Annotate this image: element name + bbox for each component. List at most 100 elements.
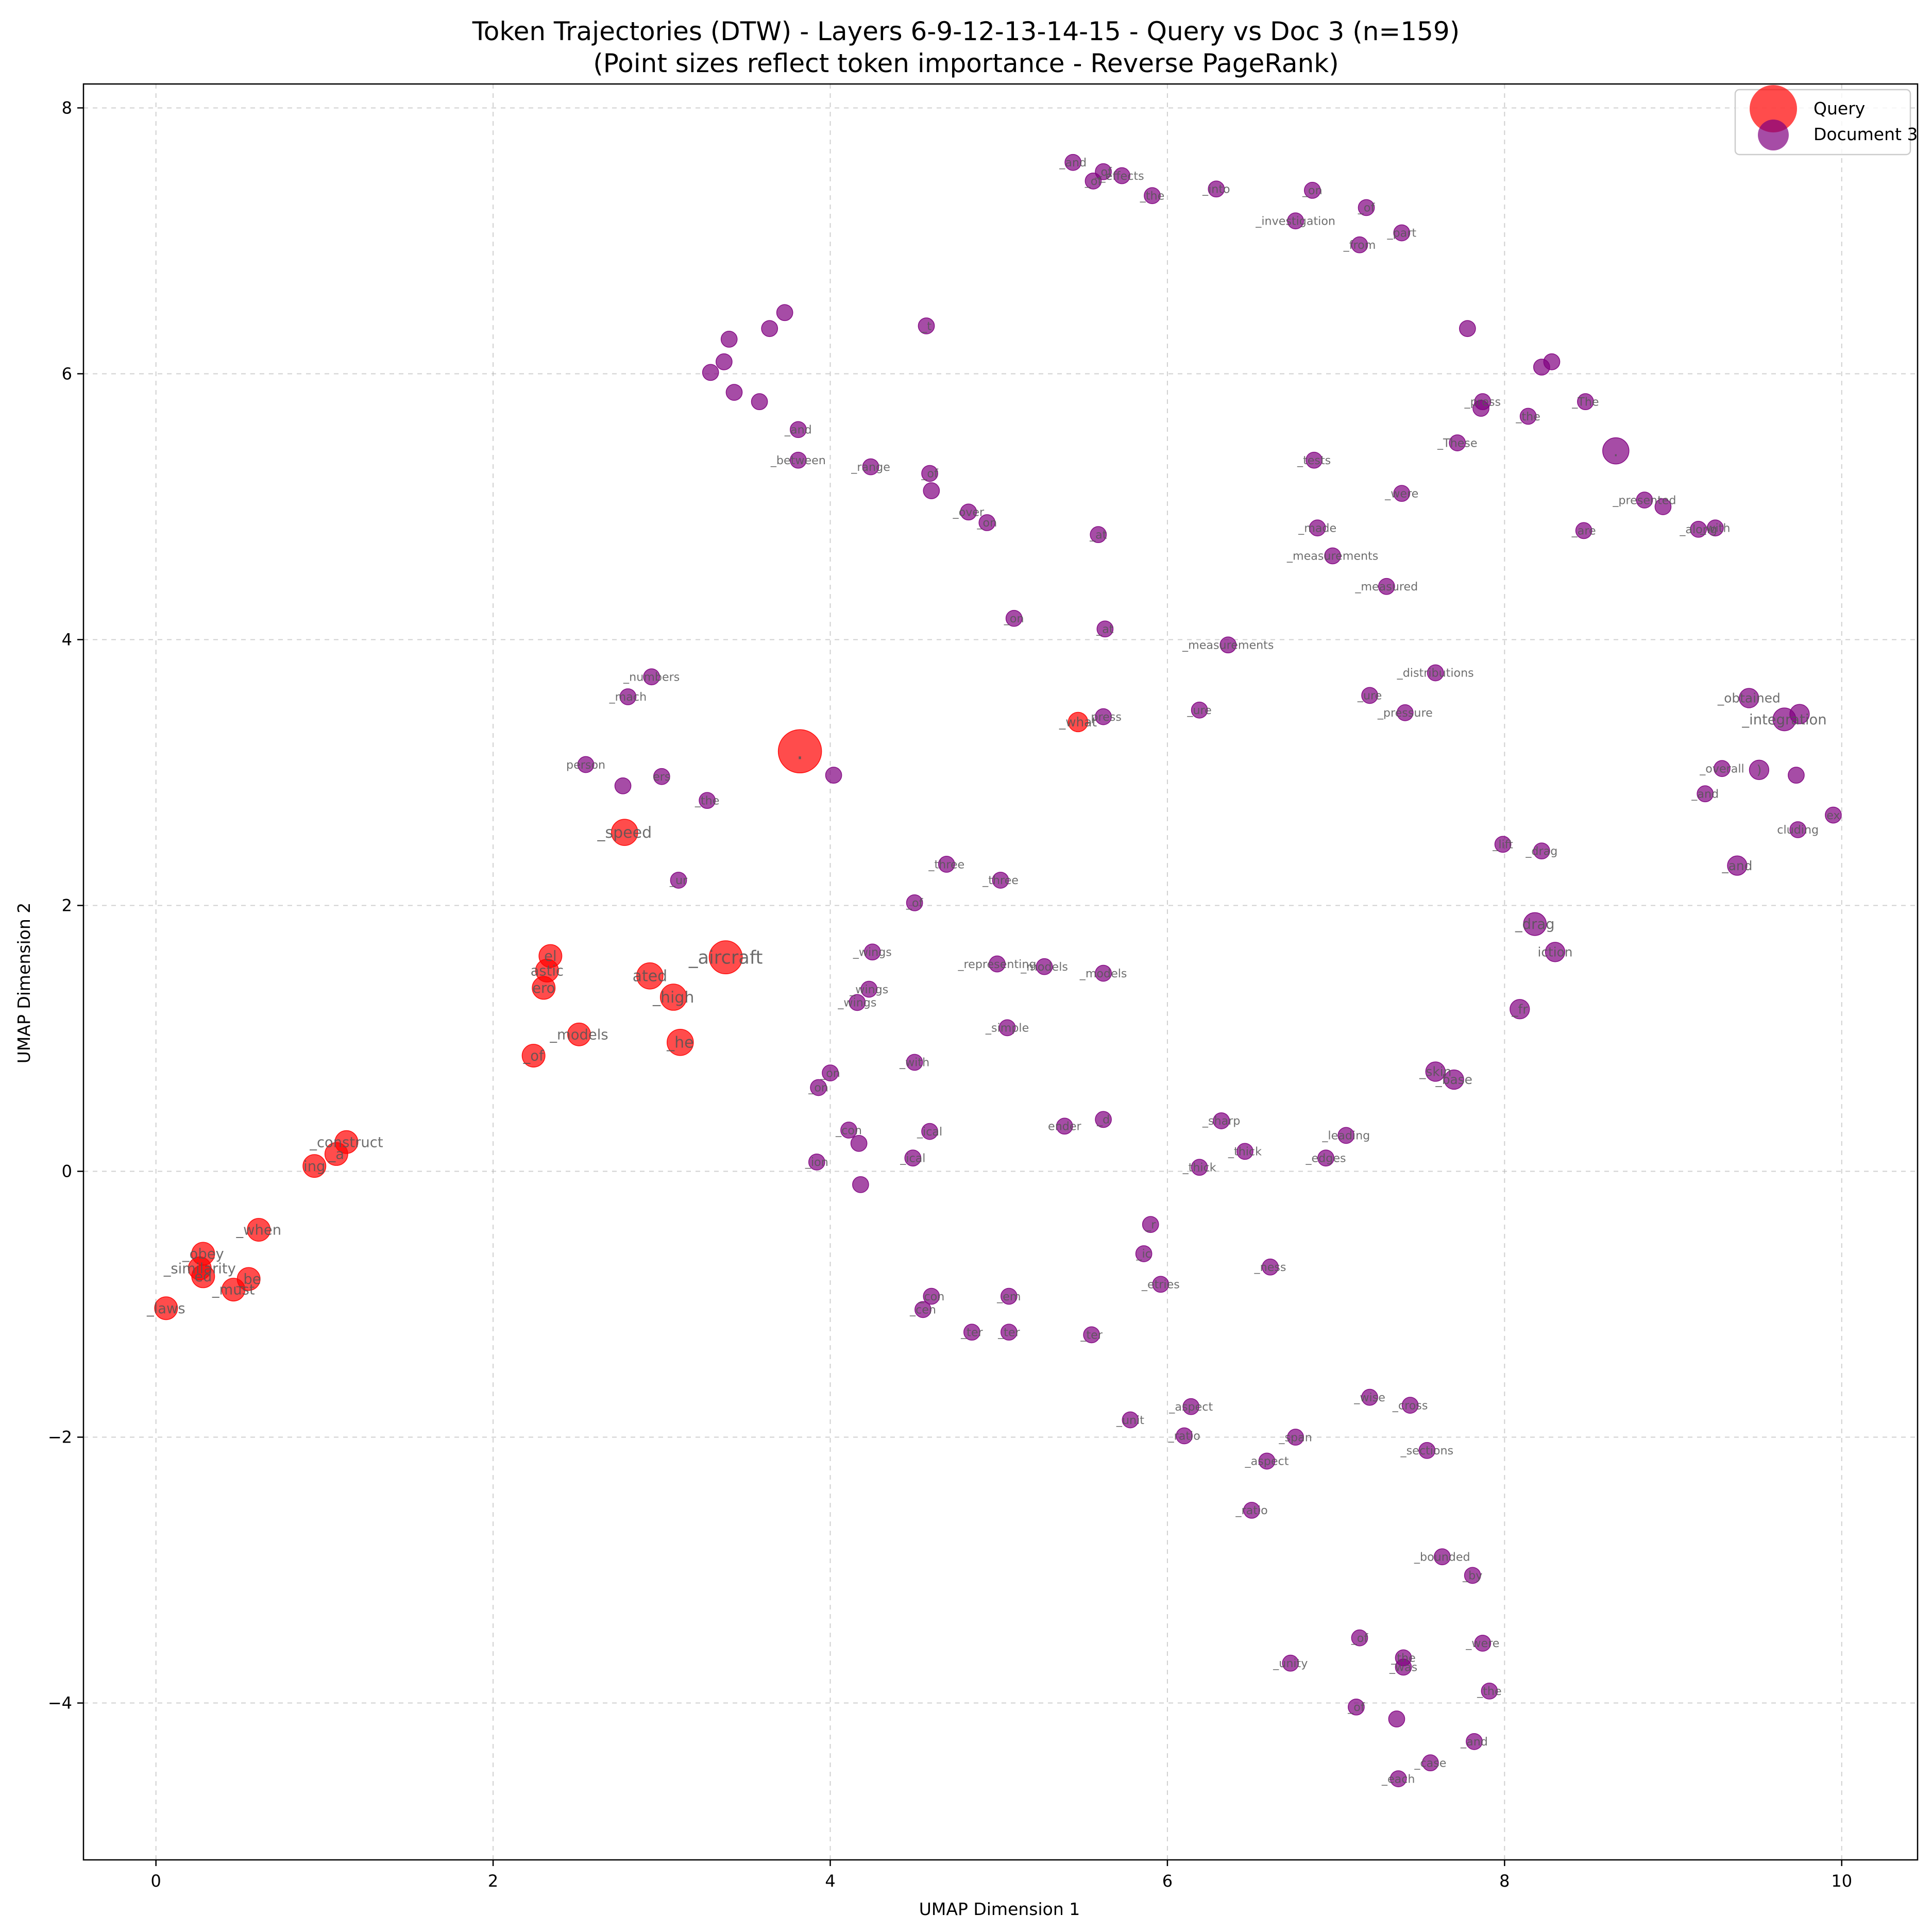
document-token-point — [1191, 701, 1208, 719]
query-token-label: astic — [531, 963, 564, 979]
query-token-point — [1067, 711, 1089, 733]
document-token-point — [1739, 688, 1759, 708]
document-token-label: _measured — [1354, 580, 1418, 594]
document-token-point — [1243, 1502, 1260, 1519]
document-token-point — [1533, 842, 1550, 860]
document-token-point — [702, 364, 719, 381]
document-token-label: _was — [1389, 1661, 1417, 1674]
document-token-point — [577, 756, 595, 773]
document-token-point — [1510, 999, 1530, 1020]
document-token-label: _ter — [1080, 1329, 1103, 1342]
document-token-label: _are — [1571, 524, 1596, 538]
document-token-label: ) — [1757, 762, 1762, 777]
document-token-point — [1444, 1069, 1464, 1090]
document-token-point — [1005, 609, 1023, 627]
query-token-point — [532, 976, 556, 1000]
document-token-label: _tests — [1297, 454, 1331, 467]
document-token-point — [1262, 1258, 1279, 1276]
marks-layer — [154, 154, 1842, 1787]
document-token-point — [921, 465, 938, 482]
query-token-point — [777, 729, 822, 773]
document-token-label: _of — [1084, 175, 1103, 188]
legend-marker-document — [1758, 120, 1789, 150]
document-token-label: _wise — [1353, 1391, 1385, 1404]
query-token-label: _speed — [597, 824, 652, 842]
document-token-label: _ion — [805, 1156, 828, 1169]
document-token-point — [1182, 1398, 1200, 1415]
document-token-point — [1714, 760, 1731, 777]
document-token-point — [1324, 547, 1341, 565]
document-token-label: cluding — [1777, 823, 1819, 837]
document-token-label: _The — [1571, 395, 1599, 409]
document-token-point — [1287, 1429, 1304, 1446]
document-token-label: _lift — [1492, 838, 1513, 852]
query-token-label: _construct — [309, 1134, 383, 1150]
document-token-point — [1095, 964, 1112, 982]
document-token-point — [1096, 620, 1114, 638]
query-token-label: ero — [532, 980, 555, 996]
document-token-label: _ic — [1136, 1247, 1151, 1261]
document-token-point — [1348, 1698, 1365, 1716]
query-token-label: _similarity — [163, 1261, 236, 1277]
document-token-label: iction — [1537, 944, 1572, 959]
document-token-label: _along — [1679, 523, 1717, 536]
document-token-point — [989, 955, 1006, 973]
document-token-label: _each — [1381, 1772, 1415, 1786]
document-token-point — [1152, 1276, 1170, 1293]
document-token-point — [1533, 359, 1550, 376]
document-token-point — [852, 1176, 869, 1193]
document-token-label: _leading — [1321, 1129, 1370, 1143]
document-token-label: _of — [1094, 165, 1112, 179]
query-token-point — [324, 1142, 348, 1166]
query-token-point — [636, 962, 664, 990]
document-token-label: _and — [1691, 788, 1719, 801]
document-token-label: _simple — [985, 1022, 1029, 1035]
query-token-label: ed — [194, 1269, 212, 1285]
document-token-point — [1309, 519, 1326, 537]
document-token-point — [653, 768, 670, 785]
document-token-point — [1690, 520, 1707, 538]
document-token-point — [1395, 1658, 1412, 1676]
document-token-point — [1825, 806, 1842, 824]
document-token-point — [850, 1134, 868, 1152]
document-token-point — [822, 1064, 839, 1081]
document-token-label: _three — [982, 874, 1019, 887]
document-token-label: _of — [906, 896, 924, 910]
document-token-label: _on — [820, 1066, 840, 1080]
query-token-label: ing — [303, 1159, 325, 1175]
query-token-point — [659, 984, 687, 1011]
document-token-point — [1697, 785, 1714, 803]
document-token-label: _case — [1414, 1756, 1446, 1770]
document-token-label: _d — [1096, 1113, 1110, 1127]
query-token-point — [521, 1044, 546, 1067]
document-token-label: _ratio — [1168, 1430, 1200, 1443]
document-token-point — [825, 767, 842, 784]
document-token-label: _sections — [1400, 1444, 1454, 1458]
document-token-point — [1388, 1710, 1405, 1727]
document-token-point — [1636, 492, 1653, 509]
document-token-point — [1282, 1654, 1299, 1672]
document-token-label: ex — [1826, 809, 1840, 822]
document-token-point — [1788, 767, 1805, 784]
document-token-label: _r — [1145, 1218, 1156, 1231]
document-token-point — [1449, 434, 1466, 451]
document-token-label: _presented — [1612, 494, 1676, 507]
document-token-label: _mach — [609, 690, 647, 704]
document-token-label: _wings — [853, 946, 892, 959]
document-token-label: _from — [1343, 239, 1376, 252]
document-token-point — [1351, 1629, 1368, 1647]
document-token-point — [1191, 1159, 1208, 1176]
document-token-point — [1749, 759, 1770, 780]
query-token-label: _high — [652, 989, 694, 1007]
document-token-point — [1303, 182, 1321, 199]
document-token-point — [1378, 578, 1395, 595]
query-token-label: _when — [235, 1223, 281, 1239]
document-token-point — [1208, 180, 1225, 198]
document-token-point — [1789, 704, 1810, 724]
query-token-point — [611, 819, 638, 846]
document-token-label: _ter — [997, 1326, 1020, 1339]
document-token-point — [1396, 704, 1414, 721]
document-token-point — [918, 317, 935, 334]
document-token-label: _and — [784, 423, 812, 437]
document-token-label: _of — [1358, 201, 1376, 215]
